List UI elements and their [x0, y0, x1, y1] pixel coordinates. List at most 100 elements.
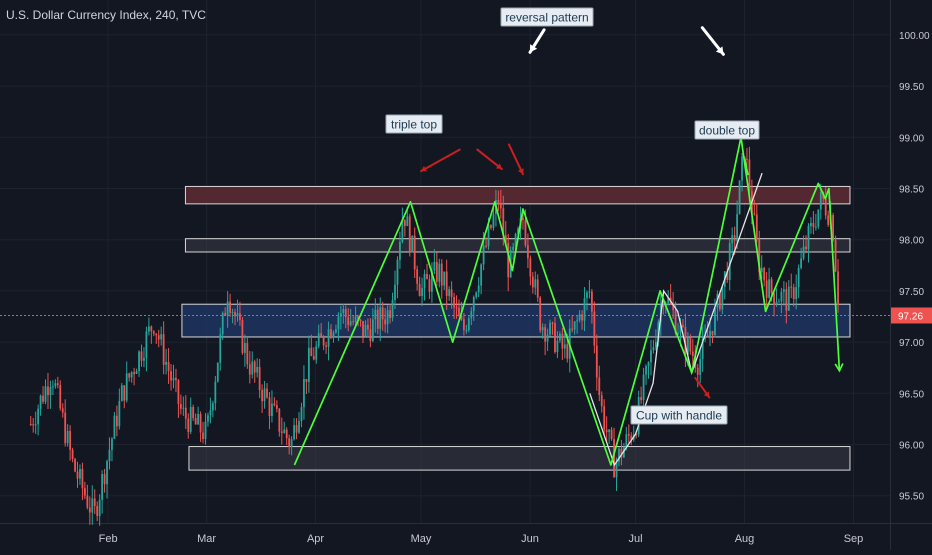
- candle-body: [499, 202, 502, 209]
- candle-body: [315, 346, 318, 360]
- candle-body: [814, 226, 817, 228]
- candle-body: [369, 329, 372, 342]
- candle-body: [618, 448, 620, 462]
- candle-body: [221, 312, 224, 335]
- candle-body: [605, 429, 608, 433]
- candle-body: [608, 429, 611, 433]
- candle-body: [625, 434, 628, 447]
- candle-body: [157, 335, 160, 340]
- candle-body: [177, 380, 180, 404]
- candle-body: [824, 198, 827, 216]
- candle-body: [231, 312, 234, 314]
- candle-body: [39, 395, 42, 409]
- candle-body: [278, 408, 281, 432]
- candle-body: [610, 429, 613, 440]
- candle-body: [504, 235, 507, 244]
- candle-body: [416, 269, 419, 284]
- candle-body: [588, 291, 591, 293]
- reversal-pattern-label-box: [500, 7, 594, 27]
- candle-body: [394, 284, 396, 301]
- candle-body: [475, 292, 478, 297]
- candle-body: [595, 345, 598, 378]
- x-tick-label: Apr: [307, 533, 324, 545]
- candle-body: [354, 316, 357, 323]
- candle-body: [418, 283, 421, 297]
- candle-body: [243, 343, 246, 353]
- candle-body: [406, 216, 409, 227]
- candle-body: [679, 325, 682, 333]
- candle-body: [770, 279, 773, 294]
- candle-body: [175, 377, 177, 381]
- candle-body: [239, 313, 241, 320]
- projection-arrowhead: [834, 363, 844, 373]
- candle-body: [234, 312, 236, 317]
- candle-body: [29, 424, 32, 426]
- candle-body: [362, 320, 364, 337]
- candle-body: [458, 308, 460, 316]
- candle-body: [529, 258, 532, 277]
- candle-body: [736, 214, 739, 241]
- candle-body: [714, 307, 716, 335]
- annotation-arrowhead-red: [703, 391, 710, 398]
- candle-body: [837, 271, 839, 306]
- candle-body: [253, 361, 256, 373]
- candle-body: [753, 213, 756, 215]
- candle-body: [236, 313, 239, 317]
- candle-body: [128, 373, 131, 378]
- y-tick-label: 98.50: [899, 185, 924, 196]
- candle-body: [74, 459, 76, 472]
- candle-body: [268, 397, 271, 417]
- candle-body: [832, 215, 834, 241]
- annotation-arrowhead-red: [517, 168, 524, 175]
- candle-body: [364, 324, 367, 337]
- candle-body: [376, 309, 379, 329]
- annotation-arrowhead-white: [530, 44, 538, 53]
- candle-body: [795, 287, 798, 300]
- candle-body: [76, 471, 79, 479]
- candle-body: [91, 498, 94, 513]
- candle-body: [332, 332, 335, 338]
- candle-body: [549, 322, 551, 335]
- candle-body: [467, 318, 470, 331]
- candle-body: [347, 317, 350, 326]
- candle-body: [140, 351, 143, 361]
- candle-body: [778, 301, 780, 303]
- candle-body: [706, 335, 709, 337]
- candle-body: [755, 214, 758, 240]
- candle-body: [709, 330, 711, 337]
- candle-body: [258, 366, 261, 390]
- candle-body: [325, 345, 327, 347]
- candle-body: [583, 298, 586, 321]
- candle-body: [455, 307, 458, 309]
- x-tick-label: Aug: [735, 533, 755, 545]
- candle-body: [211, 403, 214, 411]
- candle-body: [834, 240, 837, 272]
- candle-body: [32, 424, 35, 426]
- candle-body: [773, 293, 775, 305]
- candle-body: [204, 421, 207, 439]
- candle-body: [445, 271, 448, 296]
- candle-body: [42, 395, 44, 402]
- candle-body: [170, 371, 172, 381]
- candle-body: [460, 315, 463, 320]
- candle-body: [384, 319, 387, 325]
- candle-body: [620, 448, 623, 458]
- candle-body: [54, 383, 57, 387]
- candle-body: [167, 361, 170, 372]
- candle-body: [726, 271, 729, 280]
- candle-body: [307, 347, 310, 382]
- candle-body: [465, 330, 468, 332]
- candle-body: [179, 403, 182, 409]
- candle-body: [797, 267, 800, 288]
- candle-body: [125, 373, 128, 401]
- candle-body: [69, 430, 72, 450]
- candle-body: [37, 408, 40, 425]
- candle-body: [199, 414, 202, 433]
- x-tick-label: Mar: [197, 533, 216, 545]
- candle-body: [130, 372, 133, 378]
- candle-body: [443, 271, 446, 286]
- zone-neutral: [188, 446, 851, 471]
- candle-body: [135, 371, 138, 374]
